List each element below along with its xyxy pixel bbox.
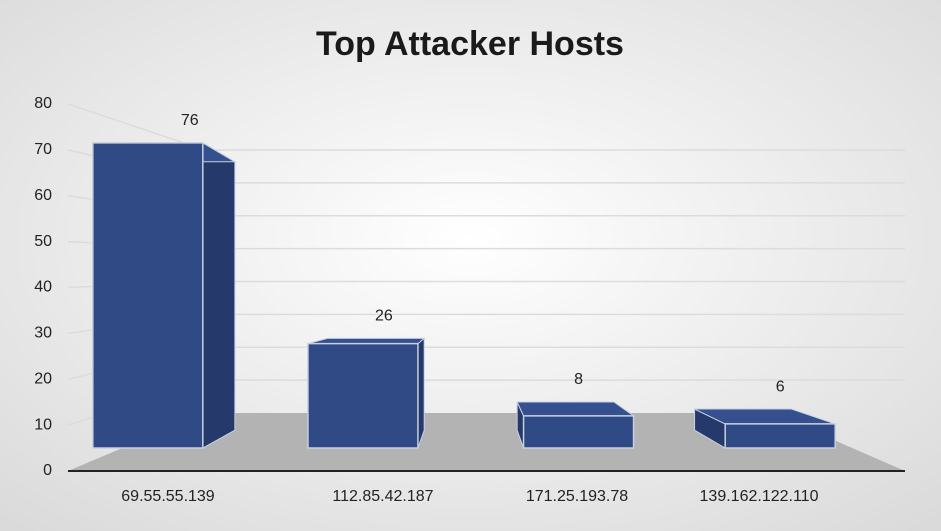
bar [522, 415, 635, 449]
data-label: 26 [375, 308, 393, 325]
y-tick-label: 10 [34, 416, 52, 433]
x-tick-label: 112.85.42.187 [332, 488, 433, 505]
y-tick-label: 60 [34, 187, 52, 204]
y-tick-label: 40 [34, 279, 52, 296]
x-tick-label: 69.55.55.139 [121, 488, 215, 505]
x-tick-label: 171.25.193.78 [526, 488, 628, 505]
y-tick-label: 80 [34, 95, 52, 112]
bar [307, 342, 419, 449]
bar-side [202, 142, 236, 449]
y-tick-label: 70 [34, 141, 52, 158]
bar-top [516, 401, 636, 417]
y-tick-label: 20 [34, 370, 52, 387]
x-tick-label: 139.162.122.110 [700, 488, 819, 505]
data-label: 76 [181, 112, 199, 129]
data-label: 6 [776, 378, 785, 395]
y-tick-label: 30 [34, 325, 52, 342]
data-label: 8 [574, 371, 583, 388]
y-tick-label: 0 [43, 462, 52, 479]
bar-top [307, 337, 426, 345]
bar-side [417, 337, 425, 449]
chart-title: Top Attacker Hosts [316, 25, 624, 63]
bar [92, 142, 204, 449]
bar [724, 423, 836, 449]
y-tick-label: 50 [34, 233, 52, 250]
